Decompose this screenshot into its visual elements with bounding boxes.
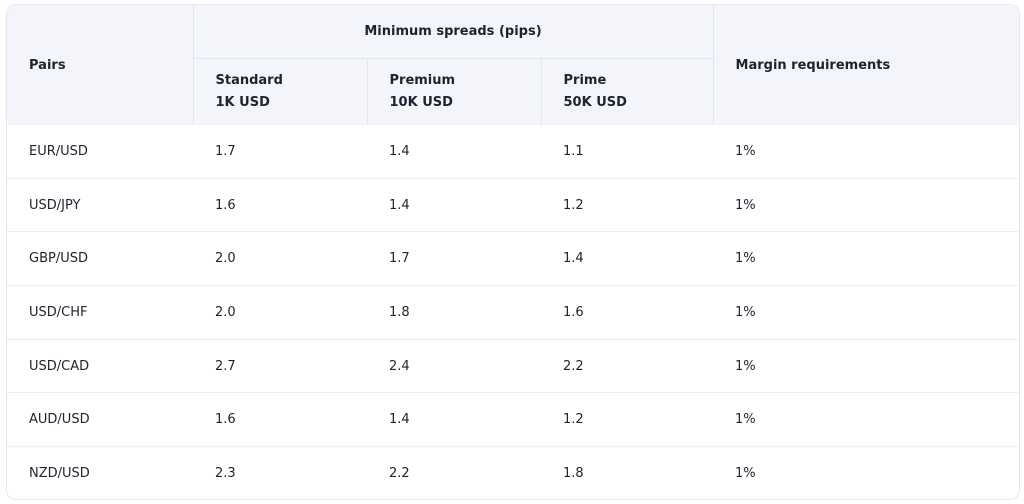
cell-pair: AUD/USD (7, 392, 193, 448)
cell-standard: 2.7 (193, 339, 367, 394)
table-body: EUR/USD 1.7 1.4 1.1 1% USD/JPY 1.6 1.4 1… (7, 125, 1019, 499)
table-row: AUD/USD 1.6 1.4 1.2 1% (7, 392, 1019, 448)
cell-standard: 2.0 (193, 231, 367, 287)
header-prime-name: Prime (563, 73, 607, 88)
cell-prime: 1.2 (541, 178, 714, 233)
table-row: GBP/USD 2.0 1.7 1.4 1% (7, 231, 1019, 287)
cell-margin: 1% (713, 392, 1019, 448)
cell-standard: 1.7 (193, 125, 367, 179)
header-standard-deposit: 1K USD (215, 95, 270, 110)
cell-margin: 1% (713, 125, 1019, 179)
table-row: EUR/USD 1.7 1.4 1.1 1% (7, 125, 1019, 179)
cell-margin: 1% (713, 231, 1019, 287)
cell-premium: 1.4 (367, 392, 541, 448)
cell-pair: GBP/USD (7, 231, 193, 287)
cell-pair: NZD/USD (29, 465, 90, 481)
cell-margin: 1% (735, 465, 756, 481)
header-premium-deposit: 10K USD (389, 95, 453, 110)
cell-prime: 1.8 (563, 465, 584, 481)
cell-standard: 1.6 (193, 392, 367, 448)
header-standard: Standard 1K USD (192, 58, 367, 125)
table-row: NZD/USD 2.3 2.2 1.8 1% (7, 447, 1019, 499)
table-row: USD/CHF 2.0 1.8 1.6 1% (7, 285, 1019, 340)
header-pairs: Pairs (7, 5, 193, 125)
cell-margin: 1% (713, 178, 1019, 233)
header-premium-name: Premium (389, 73, 456, 88)
cell-prime: 1.1 (541, 125, 714, 179)
table-row: USD/CAD 2.7 2.4 2.2 1% (7, 339, 1019, 394)
cell-standard: 1.6 (193, 178, 367, 233)
cell-prime: 1.6 (541, 285, 714, 340)
header-minimum-spreads: Minimum spreads (pips) (192, 5, 714, 59)
table-row: USD/JPY 1.6 1.4 1.2 1% (7, 178, 1019, 233)
cell-premium: 1.4 (367, 178, 541, 233)
cell-pair: USD/CHF (7, 285, 193, 340)
cell-premium: 2.4 (367, 339, 541, 394)
header-standard-name: Standard (215, 73, 283, 88)
cell-standard: 2.0 (193, 285, 367, 340)
cell-premium: 1.8 (367, 285, 541, 340)
header-premium: Premium 10K USD (366, 58, 541, 125)
header-margin-requirements: Margin requirements (713, 5, 1019, 125)
cell-margin: 1% (713, 339, 1019, 394)
spreads-table-container: Pairs Minimum spreads (pips) Margin requ… (6, 4, 1020, 500)
cell-pair: USD/JPY (7, 178, 193, 233)
cell-pair: USD/CAD (7, 339, 193, 394)
cell-premium: 1.7 (367, 231, 541, 287)
table-header: Pairs Minimum spreads (pips) Margin requ… (7, 5, 1019, 125)
header-prime: Prime 50K USD (540, 58, 714, 125)
cell-prime: 2.2 (541, 339, 714, 394)
cell-margin: 1% (713, 285, 1019, 340)
cell-pair: EUR/USD (7, 125, 193, 179)
spreads-table: Pairs Minimum spreads (pips) Margin requ… (7, 5, 1019, 499)
cell-premium: 2.2 (389, 465, 410, 481)
cell-prime: 1.4 (541, 231, 714, 287)
cell-prime: 1.2 (541, 392, 714, 448)
cell-premium: 1.4 (367, 125, 541, 179)
header-prime-deposit: 50K USD (563, 95, 627, 110)
cell-standard: 2.3 (215, 465, 236, 481)
